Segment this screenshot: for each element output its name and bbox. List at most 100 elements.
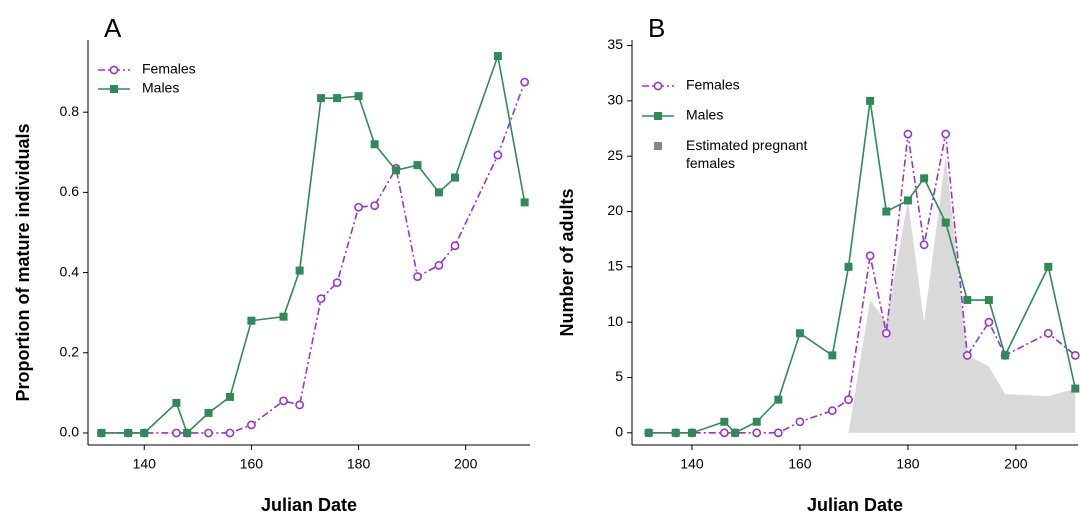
legend-marker xyxy=(109,65,119,75)
x-axis-label: Julian Date xyxy=(807,495,903,515)
marker xyxy=(450,173,459,182)
marker xyxy=(719,428,729,438)
marker xyxy=(731,428,740,437)
line xyxy=(101,81,526,434)
marker xyxy=(317,94,326,103)
marker xyxy=(1070,350,1080,360)
y-tick-label: 0.4 xyxy=(60,263,80,279)
marker xyxy=(354,202,363,212)
marker xyxy=(795,417,805,427)
marker xyxy=(413,161,422,170)
x-tick-label: 140 xyxy=(680,456,704,472)
x-tick-label: 160 xyxy=(240,456,264,472)
marker xyxy=(434,188,443,197)
y-axis-label: Proportion of mature individuals xyxy=(13,123,33,401)
marker xyxy=(140,428,149,437)
x-tick-label: 140 xyxy=(133,456,157,472)
marker xyxy=(827,406,837,416)
y-tick-label: 35 xyxy=(607,36,623,52)
x-axis-label: Julian Date xyxy=(261,495,357,515)
marker xyxy=(413,272,422,281)
legend-marker xyxy=(654,112,662,120)
legend-label: Estimated pregnant females xyxy=(686,137,808,171)
marker xyxy=(1043,328,1053,338)
marker xyxy=(183,428,192,437)
marker xyxy=(295,400,305,410)
marker xyxy=(493,150,503,160)
marker xyxy=(204,428,213,438)
y-tick-label: 10 xyxy=(607,313,623,329)
marker xyxy=(316,294,326,304)
marker xyxy=(984,296,993,305)
marker xyxy=(1044,262,1053,271)
marker xyxy=(644,428,653,437)
panel-label: B xyxy=(648,13,665,43)
y-tick-label: 20 xyxy=(607,202,623,218)
marker xyxy=(520,77,530,87)
marker xyxy=(773,428,783,438)
panel-label: A xyxy=(104,13,122,43)
y-tick-label: 0.0 xyxy=(60,424,80,440)
marker xyxy=(247,316,256,325)
x-tick-label: 180 xyxy=(896,456,920,472)
marker xyxy=(866,96,875,105)
y-tick-label: 30 xyxy=(607,92,623,108)
x-tick-label: 180 xyxy=(347,456,371,472)
marker xyxy=(828,351,837,360)
x-tick-label: 200 xyxy=(454,456,478,472)
marker xyxy=(941,129,951,139)
marker xyxy=(881,328,891,338)
marker xyxy=(903,129,913,139)
marker xyxy=(225,428,235,438)
marker xyxy=(392,166,401,175)
marker xyxy=(962,350,972,360)
marker xyxy=(671,428,680,437)
marker xyxy=(844,262,853,271)
marker xyxy=(124,428,133,437)
marker xyxy=(903,196,912,205)
marker xyxy=(450,241,460,251)
marker xyxy=(865,251,875,261)
marker xyxy=(97,428,106,437)
marker xyxy=(247,420,256,430)
y-tick-label: 0.6 xyxy=(60,183,80,199)
marker xyxy=(1071,384,1080,393)
legend-marker xyxy=(653,81,663,91)
y-tick-label: 25 xyxy=(607,147,623,163)
marker xyxy=(1001,351,1010,360)
marker xyxy=(333,94,342,103)
marker xyxy=(370,201,380,211)
marker xyxy=(687,428,696,437)
y-tick-label: 15 xyxy=(607,258,623,274)
x-tick-label: 200 xyxy=(1004,456,1028,472)
legend-label-box: Estimated pregnant females xyxy=(686,137,808,171)
marker xyxy=(354,92,363,101)
y-axis-label: Number of adults xyxy=(557,188,577,336)
marker xyxy=(984,317,994,327)
marker xyxy=(920,174,929,183)
marker xyxy=(520,198,529,207)
marker xyxy=(279,312,288,321)
marker xyxy=(370,140,379,149)
marker xyxy=(434,260,444,270)
marker xyxy=(493,52,502,61)
marker xyxy=(844,395,853,405)
marker xyxy=(204,408,213,417)
marker xyxy=(172,398,181,407)
legend-label: Females xyxy=(142,61,196,77)
marker xyxy=(171,428,181,438)
marker xyxy=(774,395,783,404)
legend-swatch xyxy=(654,142,662,150)
marker xyxy=(295,266,304,275)
y-tick-label: 0.8 xyxy=(60,103,80,119)
legend-label: Females xyxy=(686,77,740,93)
marker xyxy=(225,392,234,401)
marker xyxy=(919,240,929,250)
marker xyxy=(882,207,891,216)
marker xyxy=(752,417,761,426)
y-tick-label: 0 xyxy=(615,424,623,440)
legend-label: Males xyxy=(686,107,723,123)
line xyxy=(101,52,526,435)
marker xyxy=(795,329,804,338)
